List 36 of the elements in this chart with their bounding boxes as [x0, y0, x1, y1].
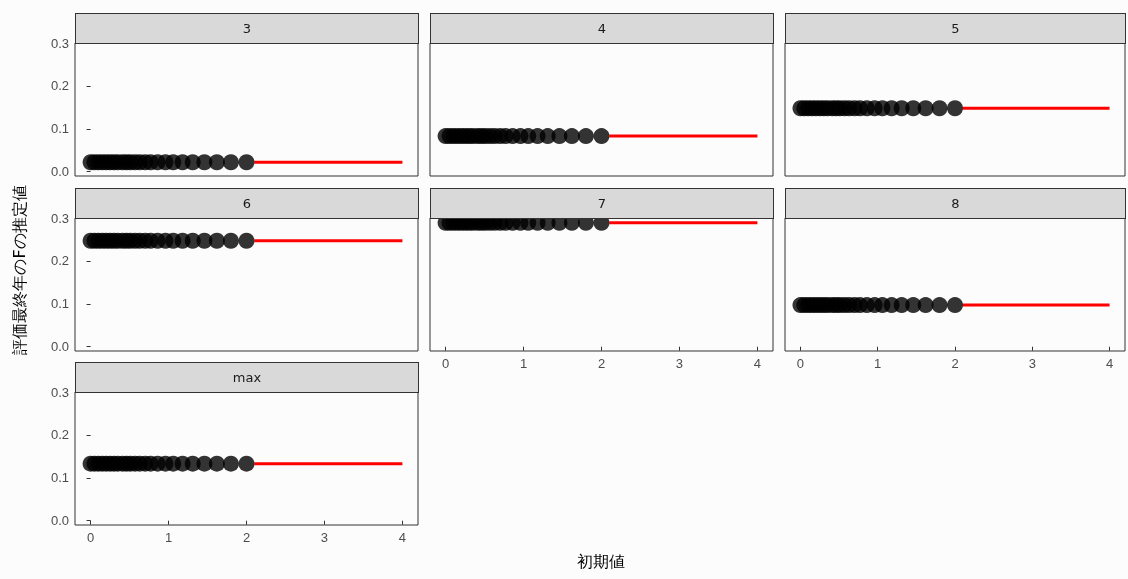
chart-title: 5: [785, 13, 1126, 44]
y-axis-title: 評価最終年のFの推定値: [9, 185, 30, 355]
chart-title: 7: [430, 188, 774, 219]
y-tick-label: 0.0: [50, 513, 69, 529]
x-tick-label: 4: [398, 530, 407, 545]
y-tick-label: 0.2: [50, 78, 69, 94]
chart-title: 4: [430, 13, 774, 44]
x-tick-label: 2: [242, 530, 251, 545]
x-tick-label: 2: [597, 356, 606, 371]
y-tick-label: 0.2: [50, 427, 69, 443]
x-tick-label: 4: [1105, 356, 1114, 371]
y-tick-label: 0.1: [50, 121, 69, 137]
chart-title: max: [75, 362, 419, 393]
chart-title: 6: [75, 188, 419, 219]
y-tick-label: 0.3: [50, 210, 69, 226]
x-tick-label: 3: [1028, 356, 1036, 371]
x-axis-title: 初期値: [577, 552, 625, 573]
y-tick-label: 0.0: [50, 164, 69, 180]
x-tick-label: 1: [519, 356, 528, 371]
chart-title: 3: [75, 13, 419, 44]
x-tick-label: 3: [675, 356, 684, 371]
x-tick-label: 3: [320, 530, 329, 545]
x-tick-label: 1: [874, 356, 882, 371]
y-tick-label: 0.1: [50, 470, 69, 486]
y-tick-label: 0.1: [50, 296, 69, 312]
y-tick-label: 0.2: [50, 253, 69, 269]
x-tick-label: 0: [86, 530, 95, 545]
x-tick-label: 2: [951, 356, 959, 371]
x-tick-label: 4: [753, 356, 762, 371]
y-tick-label: 0.3: [50, 35, 69, 51]
x-tick-label: 0: [441, 356, 450, 371]
y-tick-label: 0.3: [50, 384, 69, 400]
x-tick-label: 1: [164, 530, 173, 545]
x-tick-label: 0: [796, 356, 805, 371]
chart-title: 8: [785, 188, 1126, 219]
y-tick-label: 0.0: [50, 339, 69, 355]
